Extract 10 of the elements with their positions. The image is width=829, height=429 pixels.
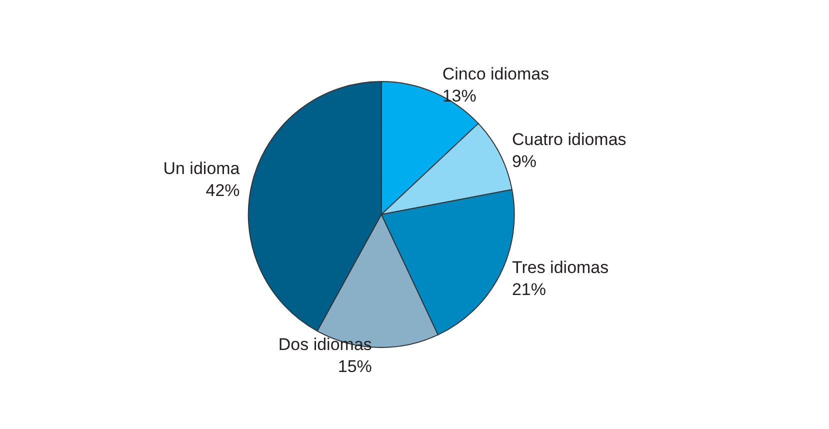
data-label: 9%	[512, 152, 537, 171]
slice-label: Tres idiomas	[512, 258, 609, 278]
data-label: 42%	[206, 180, 240, 200]
slice-label: Cinco idiomas	[442, 64, 550, 84]
slice-label: Un idioma	[163, 158, 240, 178]
slice-label: Cuatro idiomas	[512, 130, 626, 149]
data-label: 13%	[442, 86, 476, 106]
data-label: 21%	[512, 280, 546, 300]
data-label: 15%	[338, 356, 372, 376]
slice-label: Dos idiomas	[278, 334, 372, 354]
